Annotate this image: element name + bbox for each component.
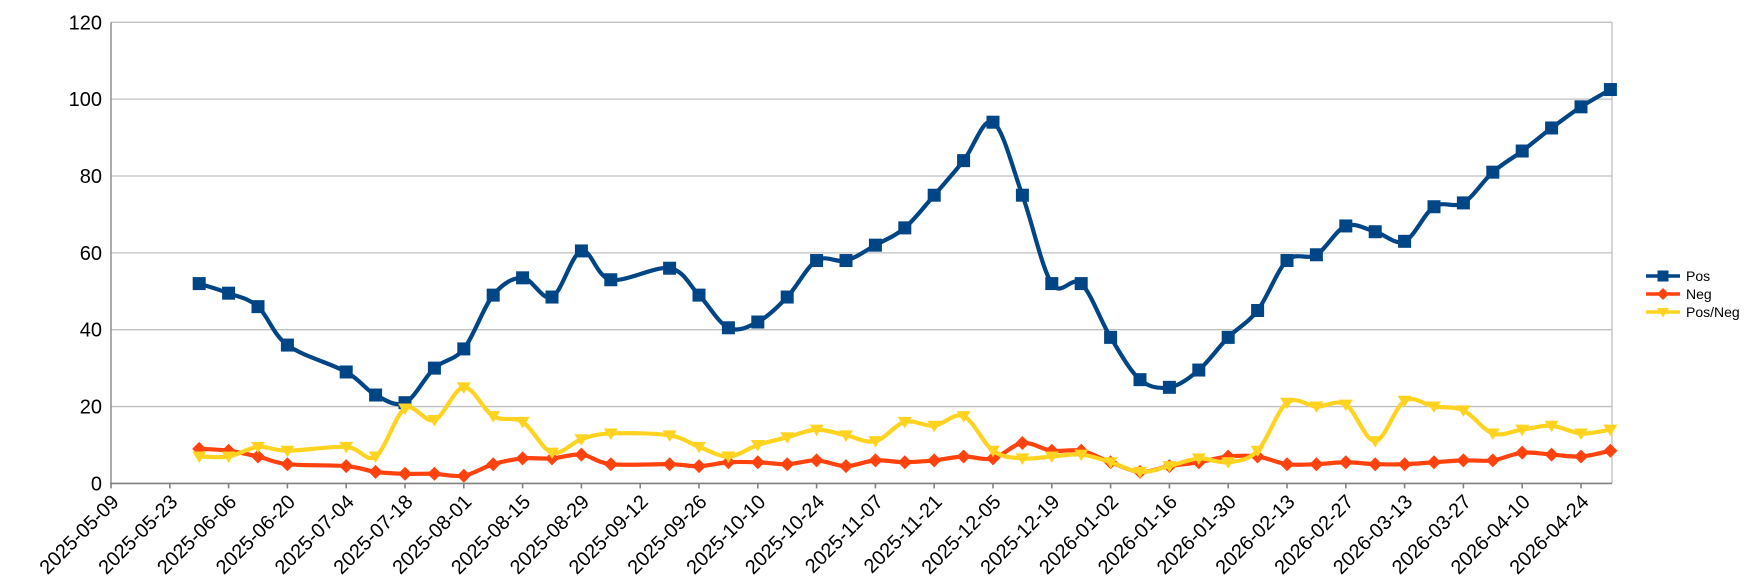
series-markers — [192, 83, 1617, 410]
series-markers — [192, 436, 1618, 483]
series-neg — [192, 436, 1618, 483]
series-markers — [192, 382, 1618, 479]
legend-label-posneg: Pos/Neg — [1686, 304, 1740, 320]
x-axis-labels: 2025-05-092025-05-232025-06-062025-06-20… — [36, 483, 1594, 579]
y-axis-tick-label: 60 — [80, 243, 102, 265]
axes — [110, 22, 1613, 485]
y-axis-tick-label: 120 — [69, 12, 102, 34]
legend-swatch-pos-icon — [1646, 270, 1680, 282]
series-pos-neg — [192, 382, 1618, 479]
y-axis-tick-label: 80 — [80, 166, 102, 188]
legend-swatch-posneg-icon — [1646, 308, 1680, 318]
y-axis-tick-label: 100 — [69, 89, 102, 111]
grid-lines — [111, 21, 1612, 408]
legend-label-pos: Pos — [1686, 268, 1711, 284]
y-axis-tick-label: 0 — [91, 473, 102, 495]
y-axis-labels: 0 20 40 60 80 100 120 — [69, 12, 102, 495]
chart-legend: Pos Neg Pos/Neg — [1645, 267, 1740, 321]
y-axis-tick-label: 20 — [80, 397, 102, 419]
legend-label-neg: Neg — [1686, 286, 1712, 302]
legend-item-neg: Neg — [1645, 285, 1740, 303]
legend-item-pos: Pos — [1645, 267, 1740, 285]
y-axis-tick-label: 40 — [80, 320, 102, 342]
legend-swatch-neg-icon — [1646, 288, 1680, 300]
series-pos — [192, 83, 1617, 410]
legend-item-posneg: Pos/Neg — [1645, 303, 1740, 321]
